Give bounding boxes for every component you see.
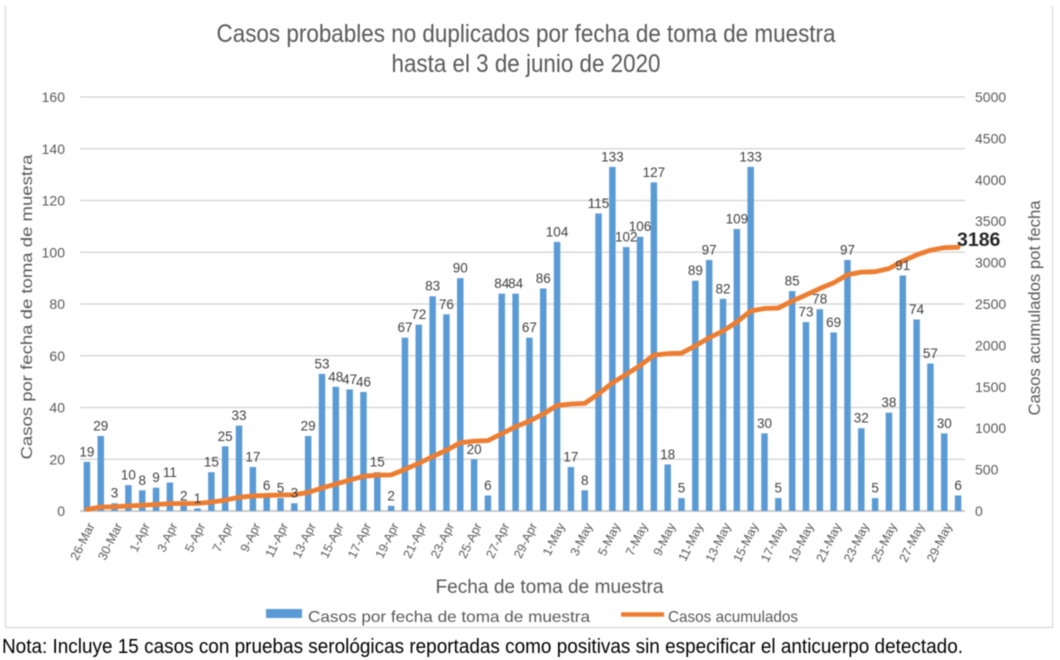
svg-text:40: 40 [49,400,65,416]
svg-text:38: 38 [881,395,896,410]
svg-text:76: 76 [439,297,454,312]
svg-text:6: 6 [484,478,492,493]
svg-text:46: 46 [356,374,371,389]
svg-text:29: 29 [93,418,108,433]
svg-text:97: 97 [840,243,855,258]
svg-text:Casos acumulados pot fecha: Casos acumulados pot fecha [1025,200,1044,416]
svg-text:5: 5 [678,481,686,496]
svg-text:60: 60 [49,348,65,364]
svg-text:5: 5 [775,481,783,496]
svg-text:15: 15 [204,455,219,470]
svg-text:127: 127 [643,165,666,180]
svg-text:120: 120 [42,193,66,209]
svg-text:91: 91 [895,258,910,273]
svg-text:17: 17 [245,450,260,465]
svg-text:30: 30 [757,416,772,431]
svg-text:30: 30 [937,416,952,431]
svg-text:69: 69 [826,315,841,330]
svg-text:10: 10 [121,468,136,483]
svg-text:109: 109 [726,211,749,226]
svg-text:78: 78 [812,292,827,307]
svg-text:11: 11 [163,465,177,480]
svg-text:2500: 2500 [975,296,1006,312]
svg-text:47: 47 [342,372,357,387]
svg-text:9: 9 [152,470,160,485]
svg-text:1: 1 [194,491,202,506]
svg-text:2000: 2000 [975,337,1006,353]
svg-text:73: 73 [798,305,813,320]
svg-text:1500: 1500 [975,379,1006,395]
svg-text:4500: 4500 [975,130,1006,146]
svg-text:5: 5 [277,481,285,496]
svg-text:3186: 3186 [957,229,1001,251]
svg-text:106: 106 [629,219,652,234]
svg-text:20: 20 [467,442,482,457]
svg-text:33: 33 [232,408,247,423]
svg-text:19: 19 [79,444,94,459]
svg-text:1000: 1000 [975,420,1006,436]
svg-text:Fecha de toma de muestra: Fecha de toma de muestra [436,576,664,598]
svg-text:5: 5 [871,481,879,496]
svg-text:500: 500 [975,462,999,478]
svg-text:3: 3 [291,486,299,501]
svg-text:160: 160 [42,89,66,105]
svg-text:4000: 4000 [975,172,1006,188]
svg-text:0: 0 [975,503,983,519]
svg-text:82: 82 [715,281,730,296]
svg-text:48: 48 [328,369,343,384]
svg-text:3000: 3000 [975,255,1006,271]
svg-text:2: 2 [387,488,395,503]
svg-text:3500: 3500 [975,213,1006,229]
svg-text:Casos probables no duplicados: Casos probables no duplicados por fecha … [217,20,836,48]
svg-text:18: 18 [660,447,675,462]
svg-text:53: 53 [314,356,329,371]
svg-text:102: 102 [615,230,638,245]
svg-text:140: 140 [42,141,66,157]
svg-text:17: 17 [563,450,578,465]
svg-text:29: 29 [301,418,316,433]
svg-text:133: 133 [739,149,762,164]
svg-text:57: 57 [923,346,938,361]
svg-text:32: 32 [854,411,869,426]
svg-text:133: 133 [601,149,624,164]
svg-text:80: 80 [49,296,65,312]
svg-text:6: 6 [263,478,271,493]
svg-text:89: 89 [688,263,703,278]
svg-text:Casos por fecha de toma de mue: Casos por fecha de toma de muestra [19,154,36,459]
svg-text:115: 115 [588,196,610,211]
svg-text:Casos acumulados: Casos acumulados [668,609,798,626]
svg-text:67: 67 [397,320,412,335]
svg-text:Casos por fecha de toma de mue: Casos por fecha de toma de muestra [308,609,590,626]
svg-text:3: 3 [111,486,119,501]
svg-text:72: 72 [411,307,426,322]
svg-text:84: 84 [508,276,524,291]
svg-text:2: 2 [180,488,188,503]
svg-text:20: 20 [49,451,65,467]
svg-text:90: 90 [453,261,468,276]
svg-text:hasta el 3 de junio de 2020: hasta el 3 de junio de 2020 [392,50,661,78]
svg-text:5000: 5000 [975,89,1006,105]
svg-text:8: 8 [138,473,146,488]
svg-text:Nota: Incluye 15 casos con pru: Nota: Incluye 15 casos con pruebas serol… [2,636,963,658]
svg-text:83: 83 [425,279,440,294]
svg-text:97: 97 [702,243,717,258]
svg-text:8: 8 [581,473,589,488]
svg-text:0: 0 [57,503,65,519]
svg-text:6: 6 [954,478,962,493]
svg-text:85: 85 [785,274,800,289]
svg-text:84: 84 [494,276,510,291]
svg-text:74: 74 [909,302,925,317]
svg-text:25: 25 [218,429,233,444]
svg-text:15: 15 [370,455,385,470]
svg-text:67: 67 [522,320,537,335]
svg-text:86: 86 [536,271,551,286]
svg-text:100: 100 [42,244,66,260]
svg-text:104: 104 [546,224,569,239]
